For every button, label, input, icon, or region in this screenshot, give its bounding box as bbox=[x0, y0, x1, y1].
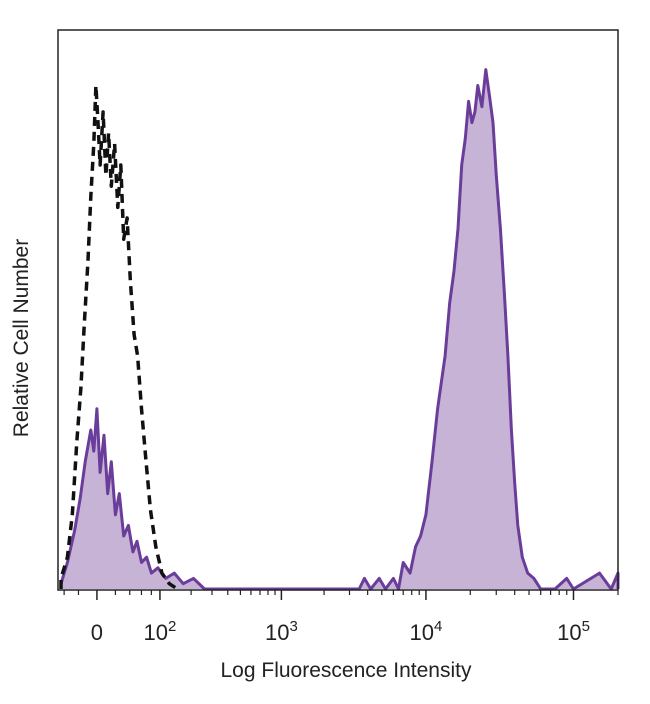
x-tick-label: 0 bbox=[91, 620, 103, 645]
x-axis-minor-ticks bbox=[63, 590, 619, 595]
x-tick-label: 103 bbox=[265, 618, 298, 645]
plot-frame bbox=[57, 29, 619, 591]
x-axis-ticks: 0 102 103 104 105 bbox=[63, 590, 619, 645]
x-tick-label: 105 bbox=[557, 618, 590, 645]
x-axis-label: Log Fluorescence Intensity bbox=[221, 659, 472, 682]
y-axis-label: Relative Cell Number bbox=[10, 239, 33, 437]
control-histogram bbox=[59, 83, 179, 591]
stained-histogram bbox=[59, 68, 620, 591]
plot-area bbox=[59, 68, 620, 591]
x-tick-label: 102 bbox=[144, 618, 177, 645]
x-tick-label: 104 bbox=[410, 618, 443, 645]
